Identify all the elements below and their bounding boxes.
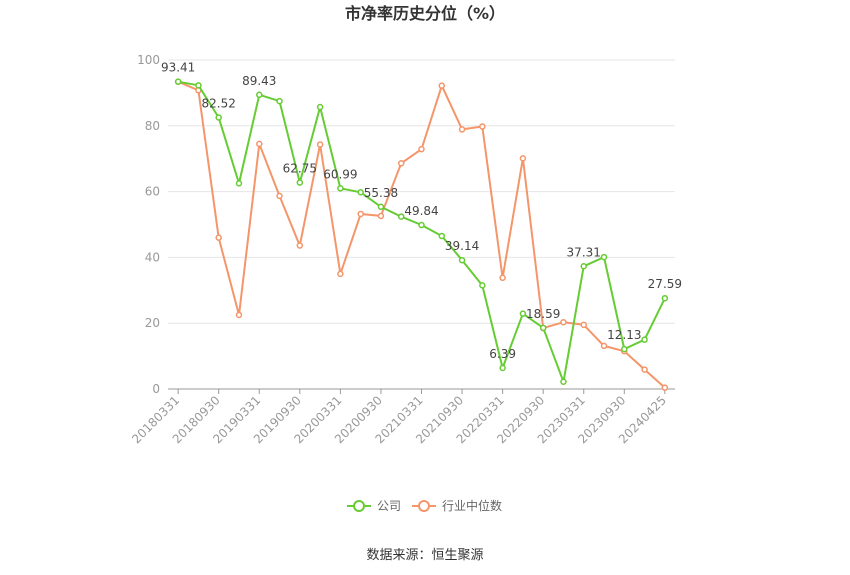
data-point-s1 — [458, 126, 466, 133]
data-point-s0 — [337, 185, 344, 192]
data-label: 39.14 — [445, 239, 479, 253]
data-label: 12.13 — [607, 328, 641, 342]
data-label: 89.43 — [242, 74, 276, 88]
data-label: 93.41 — [161, 61, 195, 75]
data-point-s0 — [377, 203, 385, 211]
data-point-s0 — [539, 324, 547, 332]
data-point-s0 — [580, 263, 587, 270]
data-point-s1 — [377, 212, 385, 220]
data-point-s1 — [580, 321, 587, 329]
chart-title: 市净率历史分位（%） — [345, 4, 505, 23]
grid — [168, 59, 675, 324]
data-point-s0 — [316, 103, 324, 111]
legend-item-industry-median[interactable]: 行业中位数 — [412, 498, 502, 513]
data-point-s1 — [215, 234, 222, 241]
data-point-s1 — [560, 318, 567, 326]
data-label: 27.59 — [648, 277, 682, 291]
data-point-s0 — [397, 213, 405, 220]
data-label: 37.31 — [567, 245, 601, 259]
data-labels: 93.41 82.52 89.43 62.75 60.99 55.38 49.84 39.14… — [161, 61, 682, 361]
y-tick-label: 80 — [145, 119, 160, 133]
data-point-s0 — [479, 282, 486, 289]
y-tick-label: 20 — [145, 316, 160, 330]
series — [174, 78, 669, 391]
data-point-s1 — [337, 270, 344, 278]
y-tick-label: 100 — [137, 53, 160, 67]
data-point-s0 — [438, 232, 446, 240]
legend-item-company[interactable]: 公司 — [347, 499, 401, 513]
data-point-s1 — [397, 160, 405, 167]
data-point-s0 — [519, 310, 527, 317]
data-point-s1 — [418, 145, 425, 153]
data-point-s0 — [661, 294, 669, 302]
data-point-s0 — [418, 221, 425, 229]
data-point-s0 — [357, 189, 364, 196]
source-note: 数据来源：恒生聚源 — [366, 548, 483, 563]
legend-marker-industry-median — [418, 500, 430, 512]
data-point-s0 — [621, 345, 628, 353]
data-label: 6.39 — [489, 347, 516, 361]
data-point-s0 — [641, 336, 648, 343]
data-point-s0 — [600, 253, 608, 261]
data-point-s0 — [276, 97, 283, 105]
y-tick-label: 60 — [145, 185, 160, 199]
data-point-s0 — [560, 378, 567, 386]
data-label: 60.99 — [323, 167, 357, 181]
data-point-s0 — [256, 91, 263, 99]
data-point-s1 — [641, 366, 648, 373]
y-tick-label: 0 — [152, 382, 160, 396]
data-label: 62.75 — [283, 162, 317, 176]
y-tick-label: 40 — [145, 250, 160, 264]
data-label: 55.38 — [364, 186, 398, 200]
data-point-s1 — [235, 311, 243, 319]
legend-label-company: 公司 — [377, 499, 401, 513]
data-point-s1 — [661, 384, 669, 391]
data-point-s1 — [296, 242, 304, 249]
data-point-s1 — [519, 155, 527, 162]
data-point-s0 — [499, 364, 506, 372]
data-point-s1 — [357, 210, 364, 218]
data-point-s1 — [600, 342, 608, 350]
data-point-s1 — [479, 123, 486, 130]
data-point-s0 — [195, 82, 202, 89]
data-point-s1 — [438, 82, 446, 89]
data-label: 18.59 — [526, 307, 560, 321]
data-point-s1 — [276, 192, 283, 200]
legend-label-industry-median: 行业中位数 — [442, 498, 502, 513]
legend: 公司 行业中位数 — [347, 498, 502, 513]
series-line-0 — [177, 80, 666, 383]
legend-marker-company — [353, 500, 365, 512]
data-label: 82.52 — [202, 97, 236, 111]
data-point-s0 — [235, 180, 243, 187]
data-point-s0 — [458, 256, 466, 264]
data-point-s1 — [316, 141, 324, 148]
data-point-s0 — [296, 179, 304, 186]
data-point-s0 — [215, 114, 222, 121]
data-point-s1 — [499, 274, 506, 282]
data-point-s1 — [256, 140, 263, 148]
data-label: 49.84 — [404, 204, 438, 218]
data-point-s0 — [174, 78, 182, 85]
